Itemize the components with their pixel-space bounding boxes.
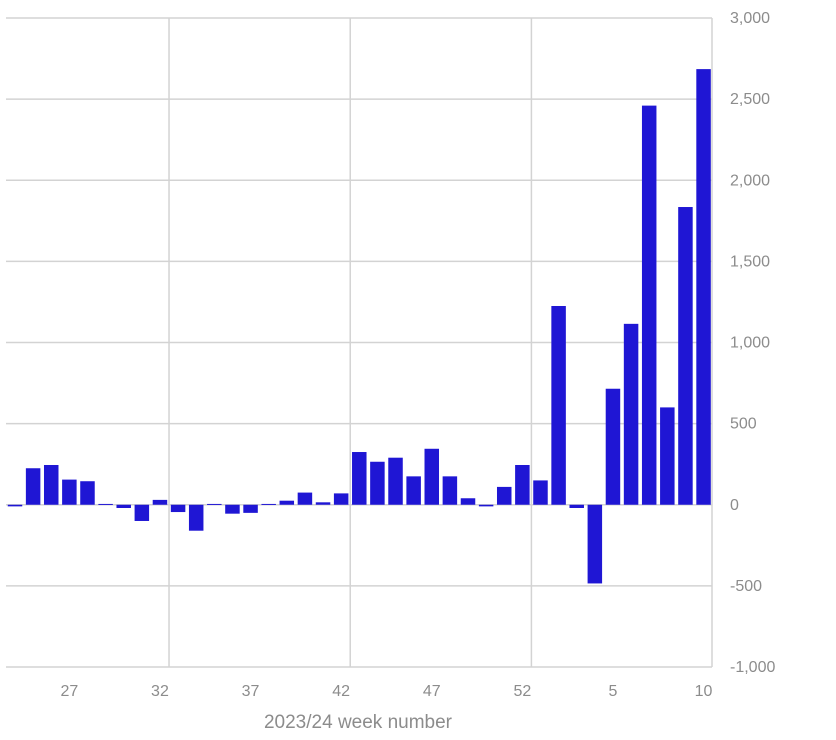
bar-week-25	[25, 468, 41, 505]
x-tick-label: 32	[151, 683, 169, 700]
x-axis: 27 32 37 42 47 52 5 10	[60, 683, 712, 700]
bar-week-52	[515, 464, 530, 505]
bar-week-28	[80, 481, 95, 505]
bar-week-3	[569, 504, 584, 508]
y-tick-label: -1,000	[730, 659, 775, 676]
bar-week-29	[98, 503, 113, 505]
y-tick-label: 1,500	[730, 253, 770, 270]
bar-week-10	[696, 69, 711, 505]
y-axis: 3,000 2,500 2,000 1,500 1,000 500 0 -500 -1,000	[730, 10, 775, 676]
bar-week-1	[533, 480, 548, 505]
y-tick-label: 2,000	[730, 172, 770, 189]
bar-week-39	[279, 500, 295, 505]
bar-week-9	[678, 207, 693, 505]
grid-lines	[6, 17, 713, 668]
bar-week-47	[424, 448, 440, 505]
bar-week-34	[188, 504, 204, 531]
bar-week-44	[370, 461, 385, 505]
bar-week-31	[134, 504, 150, 521]
bar-week-41	[315, 502, 331, 505]
bars	[7, 69, 711, 584]
x-tick-label: 42	[332, 683, 350, 700]
x-tick-label: 37	[242, 683, 260, 700]
bar-week-6	[623, 323, 639, 505]
bar-week-43	[352, 452, 367, 505]
x-axis-label: 2023/24 week number	[264, 712, 453, 733]
bar-week-51	[496, 486, 512, 505]
bar-week-7	[641, 105, 657, 505]
bar-week-2	[551, 305, 566, 505]
bar-week-4	[587, 504, 603, 584]
bar-week-45	[388, 457, 403, 505]
y-tick-label: 2,500	[730, 91, 770, 108]
bar-week-26	[43, 464, 59, 505]
bar-week-42	[333, 493, 349, 505]
y-tick-label: 500	[730, 416, 757, 433]
bar-week-5	[605, 388, 621, 505]
bar-week-24	[7, 504, 23, 507]
bar-week-33	[170, 504, 186, 513]
bar-week-27	[62, 479, 77, 505]
y-tick-label: -500	[730, 578, 762, 595]
bar-week-50	[478, 504, 494, 507]
y-tick-label: 1,000	[730, 335, 770, 352]
bar-week-48	[442, 476, 458, 505]
bar-week-30	[116, 504, 131, 508]
bar-week-36	[225, 504, 240, 514]
y-tick-label: 0	[730, 497, 739, 514]
bar-week-49	[460, 498, 476, 505]
x-tick-label: 5	[609, 683, 618, 700]
bar-week-46	[406, 476, 421, 505]
y-tick-label: 3,000	[730, 10, 770, 27]
bar-week-40	[297, 492, 313, 505]
bar-week-38	[261, 503, 276, 505]
x-tick-label: 47	[423, 683, 441, 700]
x-tick-label: 27	[60, 683, 78, 700]
bar-week-37	[243, 504, 258, 513]
x-tick-label: 10	[695, 683, 713, 700]
bar-week-32	[152, 499, 168, 505]
bar-week-8	[660, 407, 675, 505]
bar-week-35	[207, 503, 222, 505]
x-tick-label: 52	[513, 683, 531, 700]
